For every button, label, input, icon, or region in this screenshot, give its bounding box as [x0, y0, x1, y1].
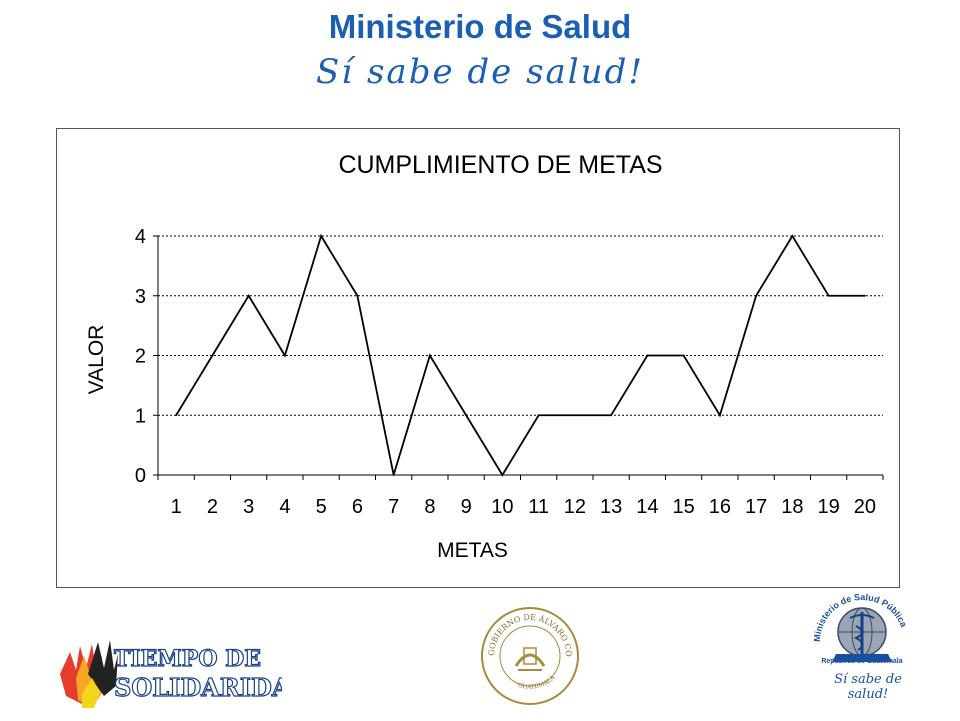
republica-label: República de Guatemala	[821, 658, 903, 665]
x-tick-label: 16	[709, 496, 731, 518]
data-point	[501, 474, 504, 476]
data-point	[537, 414, 540, 417]
x-axis-label: METAS	[437, 539, 508, 562]
data-point	[283, 354, 286, 357]
y-tick-label: 1	[135, 405, 146, 427]
data-point	[465, 414, 468, 417]
y-tick-label: 2	[135, 346, 146, 368]
x-tick-label: 18	[781, 496, 803, 518]
chart-title: CUMPLIMIENTO DE METAS	[338, 151, 662, 179]
y-tick-label: 0	[135, 465, 146, 487]
chart-container: CUMPLIMIENTO DE METAS 0 1 2 3 4 1 2 3 4 5 6 7 8 9 10 11 1…	[56, 128, 900, 588]
x-tick-label: 1	[171, 496, 182, 518]
logo-right-slogan: Sí sabe de salud!	[834, 672, 902, 702]
data-point	[755, 294, 758, 297]
data-point	[175, 414, 178, 417]
data-point	[791, 235, 794, 237]
data-point	[610, 414, 613, 417]
x-tick-label: 17	[745, 496, 767, 518]
gobierno-seal-logo: GOBIERNO DE ÁLVARO COLOM GUATEMALA	[474, 597, 582, 708]
x-tick-label: 11	[528, 496, 549, 518]
seal-subtext: GUATEMALA	[517, 674, 557, 691]
x-tick-label: 19	[818, 496, 840, 518]
tiempo-de-solidaridad-logo: TIEMPO DE SOLIDARIDAD	[52, 634, 312, 709]
x-tick-label: 13	[600, 496, 622, 518]
x-tick-label: 12	[564, 496, 586, 518]
data-point	[646, 354, 649, 357]
y-axis-label: VALOR	[85, 325, 108, 395]
x-tick-label: 5	[316, 496, 327, 518]
x-tick-label: 4	[279, 496, 290, 518]
x-tick-label: 8	[424, 496, 435, 518]
data-point	[863, 294, 866, 297]
hands-icon	[60, 640, 118, 708]
slogan: Sí sabe de salud!	[316, 52, 644, 92]
ministerio-salud-logo: Ministerio de Salud Pública	[806, 590, 918, 716]
y-tick-label: 3	[135, 286, 146, 308]
data-point	[356, 294, 359, 297]
caduceus-icon	[849, 612, 875, 654]
data-point	[573, 414, 576, 417]
x-tick-label: 2	[207, 496, 218, 518]
y-tick-label: 4	[135, 226, 146, 248]
logo-left-text-top: TIEMPO DE	[114, 646, 261, 672]
x-tick-label: 20	[854, 496, 876, 518]
x-tick-label: 3	[243, 496, 254, 518]
x-tick-label: 15	[673, 496, 695, 518]
data-point	[211, 354, 214, 357]
data-point	[827, 294, 830, 297]
x-tick-label: 9	[461, 496, 472, 518]
x-tick-label: 14	[636, 496, 658, 518]
data-point	[392, 474, 395, 476]
x-tick-label: 10	[491, 496, 513, 518]
data-point	[320, 235, 323, 237]
x-tick-label: 6	[352, 496, 363, 518]
x-tick-label: 7	[388, 496, 399, 518]
data-point	[428, 354, 431, 357]
data-point	[718, 414, 721, 417]
data-point	[247, 294, 250, 297]
coat-of-arms-icon	[514, 647, 546, 671]
logo-left-text-bottom: SOLIDARIDAD	[114, 673, 282, 702]
page-title: Ministerio de Salud	[328, 8, 632, 45]
series-line	[175, 233, 865, 477]
data-point	[682, 354, 685, 357]
